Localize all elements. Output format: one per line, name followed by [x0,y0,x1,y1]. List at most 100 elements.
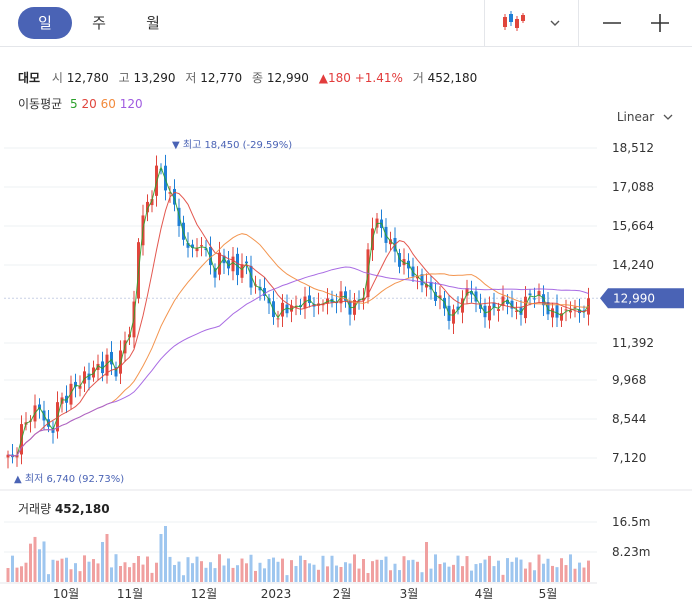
candle-body [420,274,424,286]
volume-bar [447,566,451,582]
candle-body [240,264,244,278]
volume-panel-value: 452,180 [54,502,110,516]
candle-body [488,305,491,321]
volume-bar [285,575,289,582]
candle-body [452,309,455,324]
volume-tick-label: 16.5m [612,515,650,529]
candle-body [222,255,226,264]
candle-body [96,363,100,370]
volume-bar [326,566,329,582]
candle-body [290,305,293,312]
volume-bar [357,568,361,582]
volume-bar [155,562,158,582]
volume-bar [330,555,334,582]
tab-daily[interactable]: 일 [18,7,72,39]
x-tick-label: 3월 [400,587,419,601]
volume-bar [56,560,59,582]
volume-bar [114,554,118,582]
volume-bar [533,570,536,582]
candlestick-icon[interactable] [502,10,528,36]
volume-bar [240,558,244,582]
volume-bar [101,542,104,582]
volume-bar [186,557,190,582]
candle-body [506,299,509,304]
candle-body [497,309,500,311]
x-tick-label: 5월 [539,587,558,601]
candle-body [245,261,248,264]
volume-bar [78,571,82,582]
volume-bar [587,560,590,582]
candle-body [402,259,406,266]
volume-bar [236,565,239,582]
x-tick-label: 10월 [53,587,79,601]
volume-bar [258,562,262,582]
volume-bar [578,562,581,582]
volume-bar [569,554,572,582]
volume-bar [492,566,496,582]
volume-bar [213,568,217,582]
y-tick-label: 7,120 [612,451,646,465]
tab-weekly[interactable]: 주 [92,14,106,32]
candle-body [537,291,541,296]
change-value: ▲180 [318,71,351,85]
volume-bar [429,568,433,582]
candle-body [236,253,239,276]
toolbar-divider [578,0,579,46]
candle-body [438,295,442,299]
volume-bar [483,559,487,582]
tab-monthly[interactable]: 월 [146,14,160,32]
scale-mode-selector[interactable]: Linear [617,110,674,124]
candle-body [92,367,95,378]
volume-bar [47,574,50,582]
candle-body [587,298,590,315]
volume-bar [537,554,541,582]
volume-bar [92,559,95,582]
ma-120[interactable]: 120 [119,97,143,111]
volume-bar [218,554,221,582]
candle-body [519,307,523,315]
volume-bar [87,561,91,582]
candle-body [510,300,514,309]
volume-bar [74,563,77,582]
candle-body [173,188,176,205]
x-tick-label: 12월 [191,587,217,601]
volume-bar [51,559,55,582]
volume-bar [272,557,275,582]
volume-bar [15,567,19,582]
volume-bar [33,536,37,582]
volume-bar [191,563,194,582]
candle-body [560,313,563,321]
minus-icon[interactable] [602,13,622,37]
volume-bar [24,562,28,582]
candle-body [204,248,208,251]
volume-bar [294,566,298,582]
open-value: 12,780 [66,71,109,85]
y-tick-label: 17,088 [612,180,654,194]
ma-60[interactable]: 60 [100,97,116,111]
candles [6,154,590,469]
volume-bar [249,554,253,582]
candle-body [416,276,419,279]
volume-bar [456,555,460,582]
scale-mode-label: Linear [616,110,655,124]
plus-icon[interactable] [650,13,670,37]
candle-body [159,168,163,170]
candle-body [263,288,266,296]
ma-5[interactable]: 5 [70,97,78,111]
volume-bar [470,570,473,582]
candle-body [425,284,428,288]
ma-20[interactable]: 20 [81,97,97,111]
low-annotation: ▲ 최저 6,740 (92.73%) [14,473,124,485]
chart-toolbar: 일 주 월 [0,0,692,47]
volume-bar [195,556,199,582]
close-label: 종 [252,71,264,85]
toolbar-divider [484,0,485,46]
volume-bar [344,562,347,582]
candle-body [285,304,289,314]
open-label: 시 [51,71,63,85]
candle-body [83,371,86,384]
volume-bar [474,564,478,582]
chevron-down-icon[interactable] [549,13,561,32]
y-tick-label: 11,392 [612,336,654,350]
